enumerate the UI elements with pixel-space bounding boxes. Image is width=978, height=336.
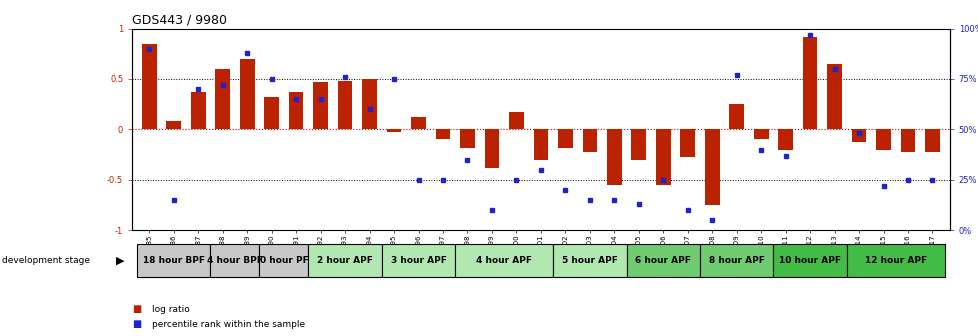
Text: ■: ■ <box>132 304 141 314</box>
Bar <box>337 81 352 129</box>
Text: ■: ■ <box>132 319 141 329</box>
Bar <box>900 129 914 152</box>
Bar <box>240 59 254 129</box>
Text: 6 hour APF: 6 hour APF <box>635 256 690 265</box>
Bar <box>582 129 597 152</box>
Bar <box>704 129 719 205</box>
Bar <box>773 244 846 277</box>
Bar <box>484 129 499 168</box>
Bar <box>557 129 572 148</box>
Bar <box>259 244 308 277</box>
Bar <box>826 64 841 129</box>
Bar <box>631 129 645 160</box>
Text: 8 hour APF: 8 hour APF <box>708 256 764 265</box>
Bar <box>509 112 523 129</box>
Text: 3 hour APF: 3 hour APF <box>390 256 446 265</box>
Bar <box>846 244 944 277</box>
Bar <box>626 244 699 277</box>
Text: 18 hour BPF: 18 hour BPF <box>143 256 204 265</box>
Text: log ratio: log ratio <box>152 305 190 313</box>
Bar <box>137 244 210 277</box>
Bar <box>289 92 303 129</box>
Bar <box>142 44 156 129</box>
Bar <box>802 37 817 129</box>
Text: ▶: ▶ <box>115 255 124 265</box>
Bar <box>264 97 279 129</box>
Bar <box>411 117 425 129</box>
Bar <box>381 244 455 277</box>
Bar <box>308 244 381 277</box>
Text: development stage: development stage <box>2 256 90 265</box>
Text: 4 hour APF: 4 hour APF <box>475 256 532 265</box>
Bar <box>455 244 553 277</box>
Bar <box>680 129 694 157</box>
Bar <box>313 82 328 129</box>
Bar <box>362 79 377 129</box>
Text: 0 hour PF: 0 hour PF <box>259 256 308 265</box>
Bar <box>753 129 768 139</box>
Text: 2 hour APF: 2 hour APF <box>317 256 373 265</box>
Bar <box>606 129 621 185</box>
Bar <box>553 244 626 277</box>
Bar <box>851 129 866 142</box>
Text: 10 hour APF: 10 hour APF <box>778 256 840 265</box>
Bar <box>435 129 450 139</box>
Bar <box>729 104 743 129</box>
Bar <box>210 244 259 277</box>
Text: 4 hour BPF: 4 hour BPF <box>206 256 263 265</box>
Text: 12 hour APF: 12 hour APF <box>864 256 926 265</box>
Bar <box>655 129 670 185</box>
Bar <box>460 129 474 148</box>
Bar <box>215 69 230 129</box>
Text: GDS443 / 9980: GDS443 / 9980 <box>132 14 227 27</box>
Text: 5 hour APF: 5 hour APF <box>561 256 617 265</box>
Bar <box>166 121 181 129</box>
Text: percentile rank within the sample: percentile rank within the sample <box>152 320 304 329</box>
Bar <box>386 129 401 132</box>
Bar <box>875 129 890 150</box>
Bar <box>191 92 205 129</box>
Bar <box>924 129 939 152</box>
Bar <box>533 129 548 160</box>
Bar <box>699 244 773 277</box>
Bar <box>778 129 792 150</box>
